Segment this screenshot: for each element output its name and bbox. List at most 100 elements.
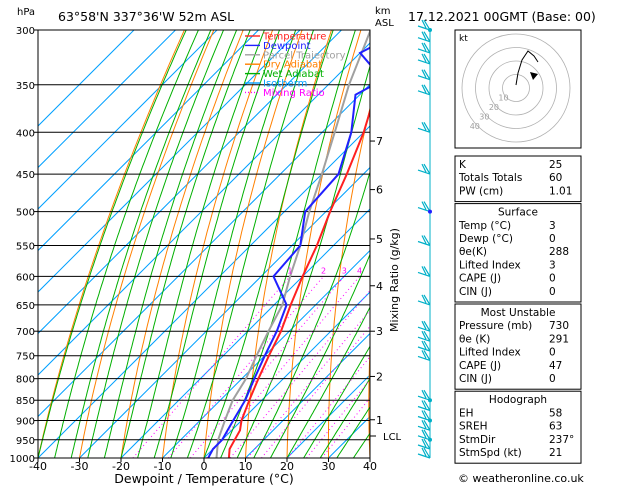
wind-barb: [417, 330, 431, 342]
hodograph-ring-label: 10: [498, 94, 508, 103]
index-name: PW (cm): [459, 185, 503, 197]
legend-entry: Dewpoint: [263, 41, 311, 52]
index-value: 237°: [549, 434, 574, 446]
wind-barb: [417, 84, 431, 96]
wind-barb: [417, 42, 431, 54]
wind-barb: [417, 447, 431, 459]
most-unstable-box-frame: [454, 303, 582, 390]
index-name: CAPE (J): [459, 273, 501, 285]
wind-barb: [417, 294, 431, 306]
hodograph-ring: [488, 60, 544, 116]
lcl-label: LCL: [383, 432, 402, 443]
p-tick-label: 850: [16, 396, 35, 407]
p-tick-label: 600: [16, 272, 35, 283]
dry-adiabat-40: [368, 338, 370, 458]
wind-barb-column: [417, 19, 432, 459]
wind-barb: [417, 320, 431, 332]
mixing-ratio-label: 10: [406, 266, 416, 275]
x-tick-label: -40: [29, 460, 47, 473]
mixing-ratio-line-3: [190, 276, 345, 458]
mixing-ratio-line-4: [206, 276, 360, 458]
parcel-trajectory-line: [215, 30, 370, 458]
isobars: [38, 30, 370, 458]
wind-barb-dot: [428, 398, 432, 403]
index-value: 25: [549, 159, 562, 171]
wind-barb-dot: [428, 418, 432, 423]
hodograph-trace: [515, 50, 539, 86]
hodograph-kt-label: kt: [459, 34, 468, 44]
isotherm--40: [38, 125, 370, 458]
wind-barb: [417, 419, 431, 431]
index-name: θe (K): [459, 333, 490, 345]
index-name: Totals Totals: [458, 172, 522, 184]
km-tick-label: 6: [376, 184, 383, 197]
p-tick-label: 700: [16, 327, 35, 338]
index-name: CIN (J): [459, 286, 492, 298]
index-name: Pressure (mb): [459, 320, 532, 332]
x-axis-label: Dewpoint / Temperature (°C): [114, 471, 293, 486]
wet-adiabat-28: [319, 377, 370, 458]
lcl-marker: LCL: [370, 432, 402, 443]
index-name: Temp (°C): [458, 220, 511, 232]
wind-barb: [417, 163, 431, 175]
wind-barb: [417, 121, 431, 133]
index-name: SREH: [459, 421, 488, 433]
km-tick-label: 4: [376, 280, 383, 293]
index-name: Dewp (°C): [459, 233, 513, 245]
x-axis-ticks: -40 -30 -20 -10 0 10 20 30 40: [29, 458, 377, 473]
isotherm-10: [245, 332, 370, 458]
index-value: 47: [549, 360, 562, 372]
isotherm-0: [203, 291, 370, 458]
isotherm--10: [162, 249, 370, 458]
hodograph-ring-label: 40: [470, 122, 480, 131]
dewpoint-line: [207, 46, 370, 458]
x-tick-label: -20: [112, 460, 130, 473]
asl-label: ASL: [375, 18, 394, 29]
isotherm--30: [79, 166, 370, 458]
x-tick-label: 10: [239, 460, 253, 473]
index-name: StmDir: [459, 434, 496, 446]
p-tick-label: 450: [16, 170, 35, 181]
isotherm-20: [286, 374, 370, 458]
pressure-axis-ticks: 300 350 400 450 500 550 600 650 700 750 800 850 900 9…: [10, 26, 38, 465]
wind-barb: [417, 410, 431, 422]
mixing-ratio-label: 3: [342, 266, 347, 275]
index-name: CIN (J): [459, 373, 492, 385]
p-tick-label: 750: [16, 352, 35, 363]
index-value: 3: [549, 259, 556, 271]
index-name: θe(K): [459, 246, 487, 258]
x-tick-label: 30: [322, 460, 336, 473]
wind-barb: [417, 53, 431, 65]
km-tick-label: 1: [376, 414, 383, 427]
legend-entry: Mixing Ratio: [263, 88, 325, 99]
location-title: 63°58'N 337°36'W 52m ASL: [58, 9, 234, 24]
hodograph-index-box-title: Hodograph: [489, 394, 547, 406]
isotherm--110: [38, 30, 176, 169]
mixing-ratio-axis-label: Mixing Ratio (g/kg): [388, 228, 401, 332]
index-value: 0: [549, 347, 556, 359]
index-value: 288: [549, 246, 569, 258]
legend-entry: Wet Adiabat: [263, 69, 324, 80]
wind-barb-dot: [428, 437, 432, 442]
km-tick-label: 5: [376, 233, 383, 246]
p-tick-label: 300: [16, 26, 35, 37]
p-tick-label: 650: [16, 301, 35, 312]
datetime-title: 17.12.2021 00GMT (Base: 00): [408, 9, 596, 24]
x-tick-label: -10: [154, 460, 172, 473]
index-tables: K 25 Totals Totals 60 PW (cm) 1.01 SurfaceTemp…: [454, 155, 582, 464]
isotherm--120: [38, 30, 135, 127]
index-value: 0: [549, 273, 556, 285]
hodograph-ring: [461, 33, 571, 143]
wind-barb: [417, 31, 431, 43]
legend-entry: Dry Adiabat: [263, 60, 322, 71]
index-name: K: [459, 159, 467, 171]
wind-barb: [417, 266, 431, 277]
x-tick-label: 0: [201, 460, 208, 473]
wind-barb: [417, 389, 431, 401]
isotherm--100: [38, 30, 218, 210]
x-tick-label: 40: [363, 460, 377, 473]
p-tick-label: 350: [16, 81, 35, 92]
surface-box-title: Surface: [498, 207, 538, 219]
